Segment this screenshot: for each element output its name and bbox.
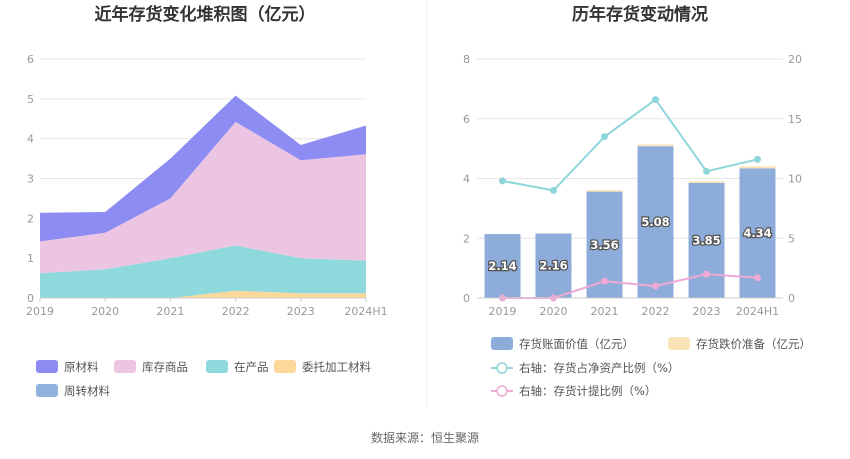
left-y-tick: 0	[27, 292, 34, 305]
bar-impairment	[586, 190, 623, 192]
right-chart-grid	[477, 58, 783, 299]
right-y-tick: 2	[463, 232, 470, 245]
left-x-tick: 2019	[26, 305, 54, 318]
right-x-tick: 2023	[693, 305, 721, 318]
right-y2-tick: 10	[788, 173, 802, 186]
bar-book-value	[688, 182, 725, 298]
legend-label: 右轴：存货占净资产比例（%）	[519, 361, 679, 375]
legend-label: 委托加工材料	[302, 360, 371, 374]
right-x-tick: 2022	[642, 305, 670, 318]
right-y-tick: 4	[463, 173, 470, 186]
area-series-3	[40, 95, 366, 242]
right-x-tick: 2024H1	[736, 305, 779, 318]
legend-swatch	[491, 337, 513, 350]
right-y-tick: 8	[463, 53, 470, 66]
right-chart-axis: 0 2 4 6 8 0 5 10 15 20 2019 2020 2021 2022 2023 2024H1	[463, 53, 802, 318]
left-y-tick: 3	[27, 173, 34, 186]
legend-label: 在产品	[234, 360, 269, 374]
legend-label: 右轴：存货计提比例（%）	[519, 384, 656, 398]
legend-label: 存货跌价准备（亿元）	[696, 337, 811, 351]
right-y2-tick: 5	[788, 232, 795, 245]
area-series-1	[40, 245, 366, 298]
right-y2-tick: 20	[788, 53, 802, 66]
line-point	[550, 186, 557, 194]
right-x-tick: 2019	[489, 305, 517, 318]
left-x-tick: 2023	[287, 305, 315, 318]
line-series-0	[502, 98, 758, 192]
bar-impairment	[688, 181, 725, 183]
line-point	[754, 274, 761, 282]
bar-value-label: 2.16	[539, 259, 567, 273]
right-y2-tick: 0	[788, 292, 795, 305]
legend-marker	[496, 385, 508, 397]
right-chart-legend: 存货账面价值（亿元） 存货跌价准备（亿元） 右轴：存货占净资产比例（%） 右轴：存货计…	[491, 337, 811, 398]
right-chart-title: 历年存货变动情况	[572, 4, 708, 25]
data-source: 数据来源：恒生聚源	[371, 430, 479, 445]
right-y2-tick: 15	[788, 113, 802, 126]
right-x-tick: 2020	[540, 305, 568, 318]
left-x-tick: 2022	[222, 305, 250, 318]
legend-label: 库存商品	[142, 360, 188, 374]
right-chart-bar-labels: 2.14 2.16 3.56 5.08 3.85 4.34	[487, 214, 773, 274]
bar-value-label: 3.85	[692, 233, 720, 247]
area-series-2	[40, 121, 366, 274]
legend-swatch	[668, 337, 690, 350]
left-x-tick: 2020	[91, 305, 119, 318]
legend-label: 存货账面价值（亿元）	[519, 337, 634, 351]
line-point	[652, 96, 659, 104]
legend-swatch	[206, 360, 228, 373]
right-x-tick: 2021	[591, 305, 619, 318]
legend-label: 周转材料	[64, 384, 110, 398]
line-point	[652, 282, 659, 290]
line-point	[601, 133, 608, 141]
left-x-tick: 2021	[156, 305, 184, 318]
bar-book-value	[637, 146, 674, 298]
bar-value-label: 5.08	[641, 215, 669, 229]
left-y-tick: 4	[27, 133, 34, 146]
left-chart-title: 近年存货变化堆积图（亿元）	[95, 4, 316, 25]
line-point	[754, 155, 761, 163]
legend-swatch	[36, 384, 58, 397]
left-y-tick: 1	[27, 252, 34, 265]
line-point	[703, 270, 710, 278]
left-x-tick: 2024H1	[344, 305, 387, 318]
bar-value-label: 2.14	[488, 259, 516, 273]
left-y-tick: 6	[27, 53, 34, 66]
legend-swatch	[274, 360, 296, 373]
left-chart-axis: 0 1 2 3 4 5 6 2019 2020 2021 2022 2023 2024H1	[26, 53, 388, 318]
right-chart-bars	[484, 144, 776, 298]
legend-label: 原材料	[64, 360, 99, 374]
bar-book-value	[535, 233, 572, 298]
line-point	[601, 277, 608, 285]
legend-marker	[496, 362, 508, 374]
right-y-tick: 0	[463, 292, 470, 305]
bar-book-value	[484, 234, 521, 298]
right-y-tick: 6	[463, 113, 470, 126]
bar-value-label: 3.56	[590, 238, 618, 252]
legend-swatch	[114, 360, 136, 373]
left-chart-areas	[40, 95, 366, 298]
line-point	[499, 177, 506, 185]
line-point	[703, 167, 710, 175]
bar-impairment	[739, 166, 776, 169]
bar-impairment	[637, 144, 674, 147]
left-y-tick: 2	[27, 212, 34, 225]
left-y-tick: 5	[27, 93, 34, 106]
legend-swatch	[36, 360, 58, 373]
bar-value-label: 4.34	[743, 226, 771, 240]
